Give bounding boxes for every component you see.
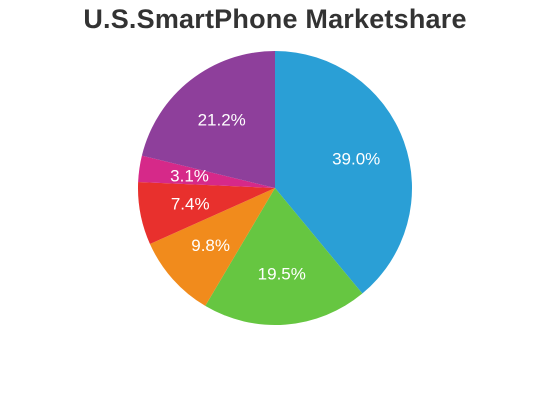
pie-slice <box>205 188 363 326</box>
pie-slice <box>275 51 413 294</box>
pie-labels: 39.0% 19.5% 9.8% 7.4% 3.1% 21.2% <box>170 111 380 284</box>
slice-label: 19.5% <box>258 265 306 284</box>
chart-title: U.S.SmartPhone Marketshare <box>83 4 467 34</box>
pie-slice <box>149 188 275 306</box>
slice-label: 21.2% <box>198 111 246 130</box>
slice-label: 39.0% <box>332 149 380 168</box>
pie-slices <box>137 51 413 326</box>
pie-slice <box>138 155 275 188</box>
pie-slice <box>141 51 275 188</box>
slice-label: 9.8% <box>191 236 230 255</box>
slice-label: 7.4% <box>171 195 210 214</box>
pie-slice <box>137 181 275 244</box>
slice-label: 3.1% <box>170 166 209 185</box>
